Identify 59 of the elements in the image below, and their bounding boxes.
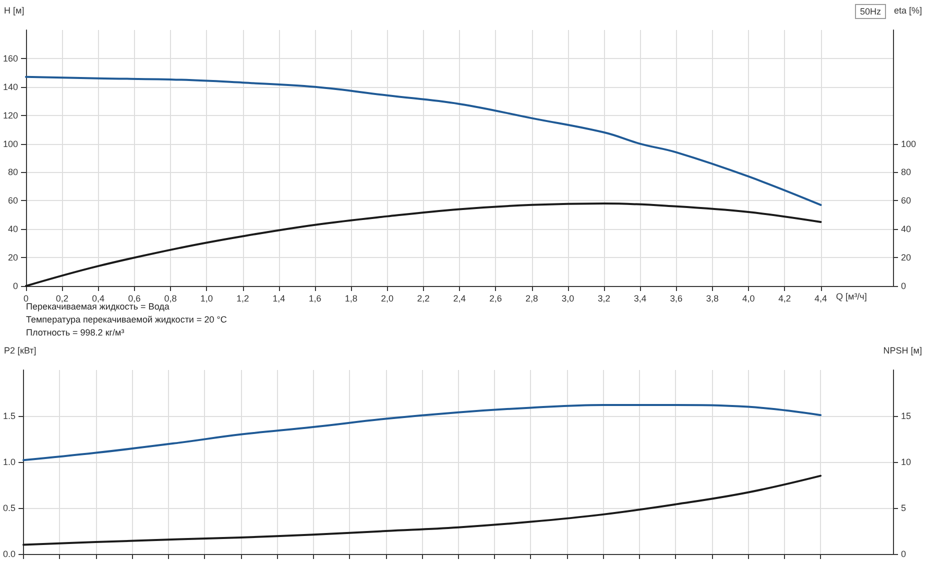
x-tick-label: 3,6 [670,294,683,304]
x-tick-label: 2,0 [381,294,394,304]
line-series [25,76,822,206]
y-tick-label: 0.5 [2,503,16,513]
x-tick-label: 3,8 [706,294,719,304]
text: Температура перекачиваемой жидкости = 20 °C [26,314,228,324]
y-axis-title: H [м] [4,6,24,16]
y2-tick-label: 100 [901,138,916,149]
x-tick-label: 4,2 [778,294,791,304]
x-tick-label: 1,2 [236,294,250,304]
x-tick-label: 0 [24,294,29,304]
x-tick-label: 1,6 [308,294,322,304]
y-tick-label: 1.5 [2,411,16,421]
x-tick-label: 0,2 [56,294,68,304]
y-tick-label: 20 [8,252,18,263]
y-tick-label: 100 [2,138,18,149]
x-tick-label: 3,0 [562,294,574,304]
text: 50Hz [860,6,882,16]
y2-tick-label: 10 [901,457,912,467]
line-series [22,474,822,546]
y2-axis-title: NPSH [м] [883,346,922,356]
y2-tick-label: 0 [901,281,906,291]
y-tick-label: 40 [8,224,18,234]
x-tick-label: 3,2 [598,294,610,304]
x-tick-label: 0,8 [164,294,177,304]
y2-tick-label: 20 [901,252,912,263]
y-tick-label: 60 [8,196,18,206]
x-tick-label: 2,6 [489,294,502,304]
x-tick-label: 0,4 [92,294,105,304]
line-series [25,202,822,287]
x-tick-label: 1,0 [200,294,213,304]
y-axis-title: P2 [кВт] [4,346,36,356]
y2-axis-title: eta [%] [894,6,922,16]
y-tick-label: 1.0 [2,457,16,467]
x-axis-title: Q [м³/ч] [836,292,867,302]
text: Плотность = 998.2 кг/м³ [26,328,124,338]
y2-tick-label: 40 [901,224,912,234]
y-tick-label: 120 [2,110,18,120]
y2-tick-label: 5 [901,503,906,513]
y2-tick-label: 15 [901,411,912,421]
x-tick-label: 3,4 [634,294,646,304]
x-tick-label: 1,4 [272,294,286,304]
text: Перекачиваемая жидкость = Вода [26,302,170,312]
x-tick-label: 1,8 [344,294,358,304]
x-tick-label: 0,6 [128,294,141,304]
y-tick-label: 160 [2,53,18,64]
y-tick-label: 0.0 [2,549,16,559]
y-tick-label: 80 [8,167,18,178]
x-tick-label: 4,0 [742,294,755,304]
y2-tick-label: 60 [901,196,912,206]
x-tick-label: 2,2 [417,294,430,304]
y2-tick-label: 0 [901,549,906,559]
x-tick-label: 2,4 [453,294,466,304]
x-tick-label: 4,4 [814,294,828,304]
line-series [22,404,822,462]
y2-tick-label: 80 [901,167,912,178]
y-tick-label: 140 [2,82,18,92]
y-tick-label: 0 [13,281,18,291]
x-tick-label: 2,8 [526,294,538,304]
